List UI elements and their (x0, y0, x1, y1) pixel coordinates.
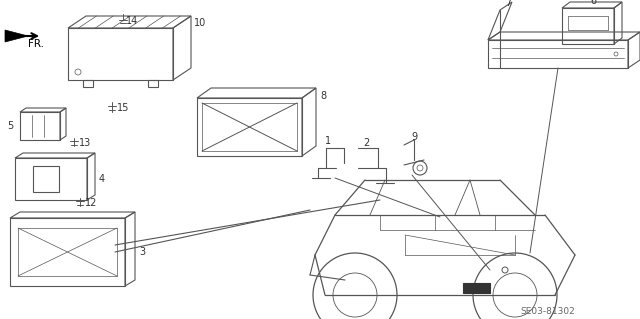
Text: 7: 7 (505, 0, 511, 8)
Text: 12: 12 (85, 198, 97, 208)
Text: SE03-81302: SE03-81302 (520, 307, 575, 316)
Text: 4: 4 (99, 174, 105, 184)
Text: FR.: FR. (28, 39, 44, 49)
Text: 1: 1 (325, 136, 331, 146)
Text: 6: 6 (590, 0, 596, 6)
Text: 10: 10 (194, 18, 206, 28)
Text: 5: 5 (7, 121, 13, 131)
Text: 8: 8 (320, 91, 326, 101)
Text: 3: 3 (139, 247, 145, 257)
Text: 13: 13 (79, 138, 92, 148)
Text: 2: 2 (363, 138, 369, 148)
Text: 9: 9 (411, 132, 417, 142)
Text: 15: 15 (117, 103, 129, 113)
Polygon shape (5, 30, 28, 42)
Polygon shape (463, 283, 490, 293)
Text: 14: 14 (126, 16, 138, 26)
